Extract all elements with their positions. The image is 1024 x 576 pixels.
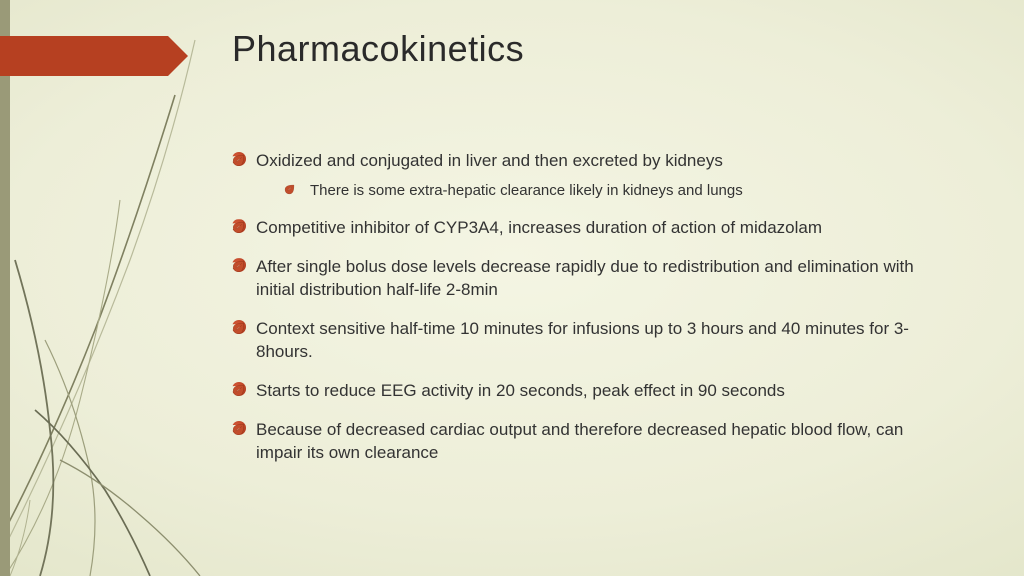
leaf-bullet-icon [284,184,295,195]
bullet-item: Competitive inhibitor of CYP3A4, increas… [232,217,952,240]
leaf-bullet-icon [232,221,245,234]
bullet-item: Context sensitive half-time 10 minutes f… [232,318,952,364]
sub-bullet-text: There is some extra-hepatic clearance li… [310,182,743,199]
bullet-item: After single bolus dose levels decrease … [232,256,952,302]
sub-bullet-item: There is some extra-hepatic clearance li… [284,181,952,201]
bullet-text: After single bolus dose levels decrease … [256,257,914,299]
slide: Pharmacokinetics Oxidized and conjugated… [0,0,1024,576]
slide-title: Pharmacokinetics [232,28,524,70]
bullet-item: Oxidized and conjugated in liver and the… [232,150,952,201]
bullet-item: Because of decreased cardiac output and … [232,419,952,465]
bullet-text: Because of decreased cardiac output and … [256,420,903,462]
leaf-bullet-icon [232,154,245,167]
bullet-text: Starts to reduce EEG activity in 20 seco… [256,381,785,400]
leaf-bullet-icon [232,384,245,397]
leaf-bullet-icon [232,423,245,436]
title-accent-banner [0,36,168,76]
bullet-item: Starts to reduce EEG activity in 20 seco… [232,380,952,403]
leaf-bullet-icon [232,322,245,335]
left-accent-bar [0,0,10,576]
bullet-text: Competitive inhibitor of CYP3A4, increas… [256,218,822,237]
leaf-bullet-icon [232,260,245,273]
bullet-text: Context sensitive half-time 10 minutes f… [256,319,909,361]
bullet-text: Oxidized and conjugated in liver and the… [256,151,723,170]
slide-body: Oxidized and conjugated in liver and the… [232,150,952,481]
